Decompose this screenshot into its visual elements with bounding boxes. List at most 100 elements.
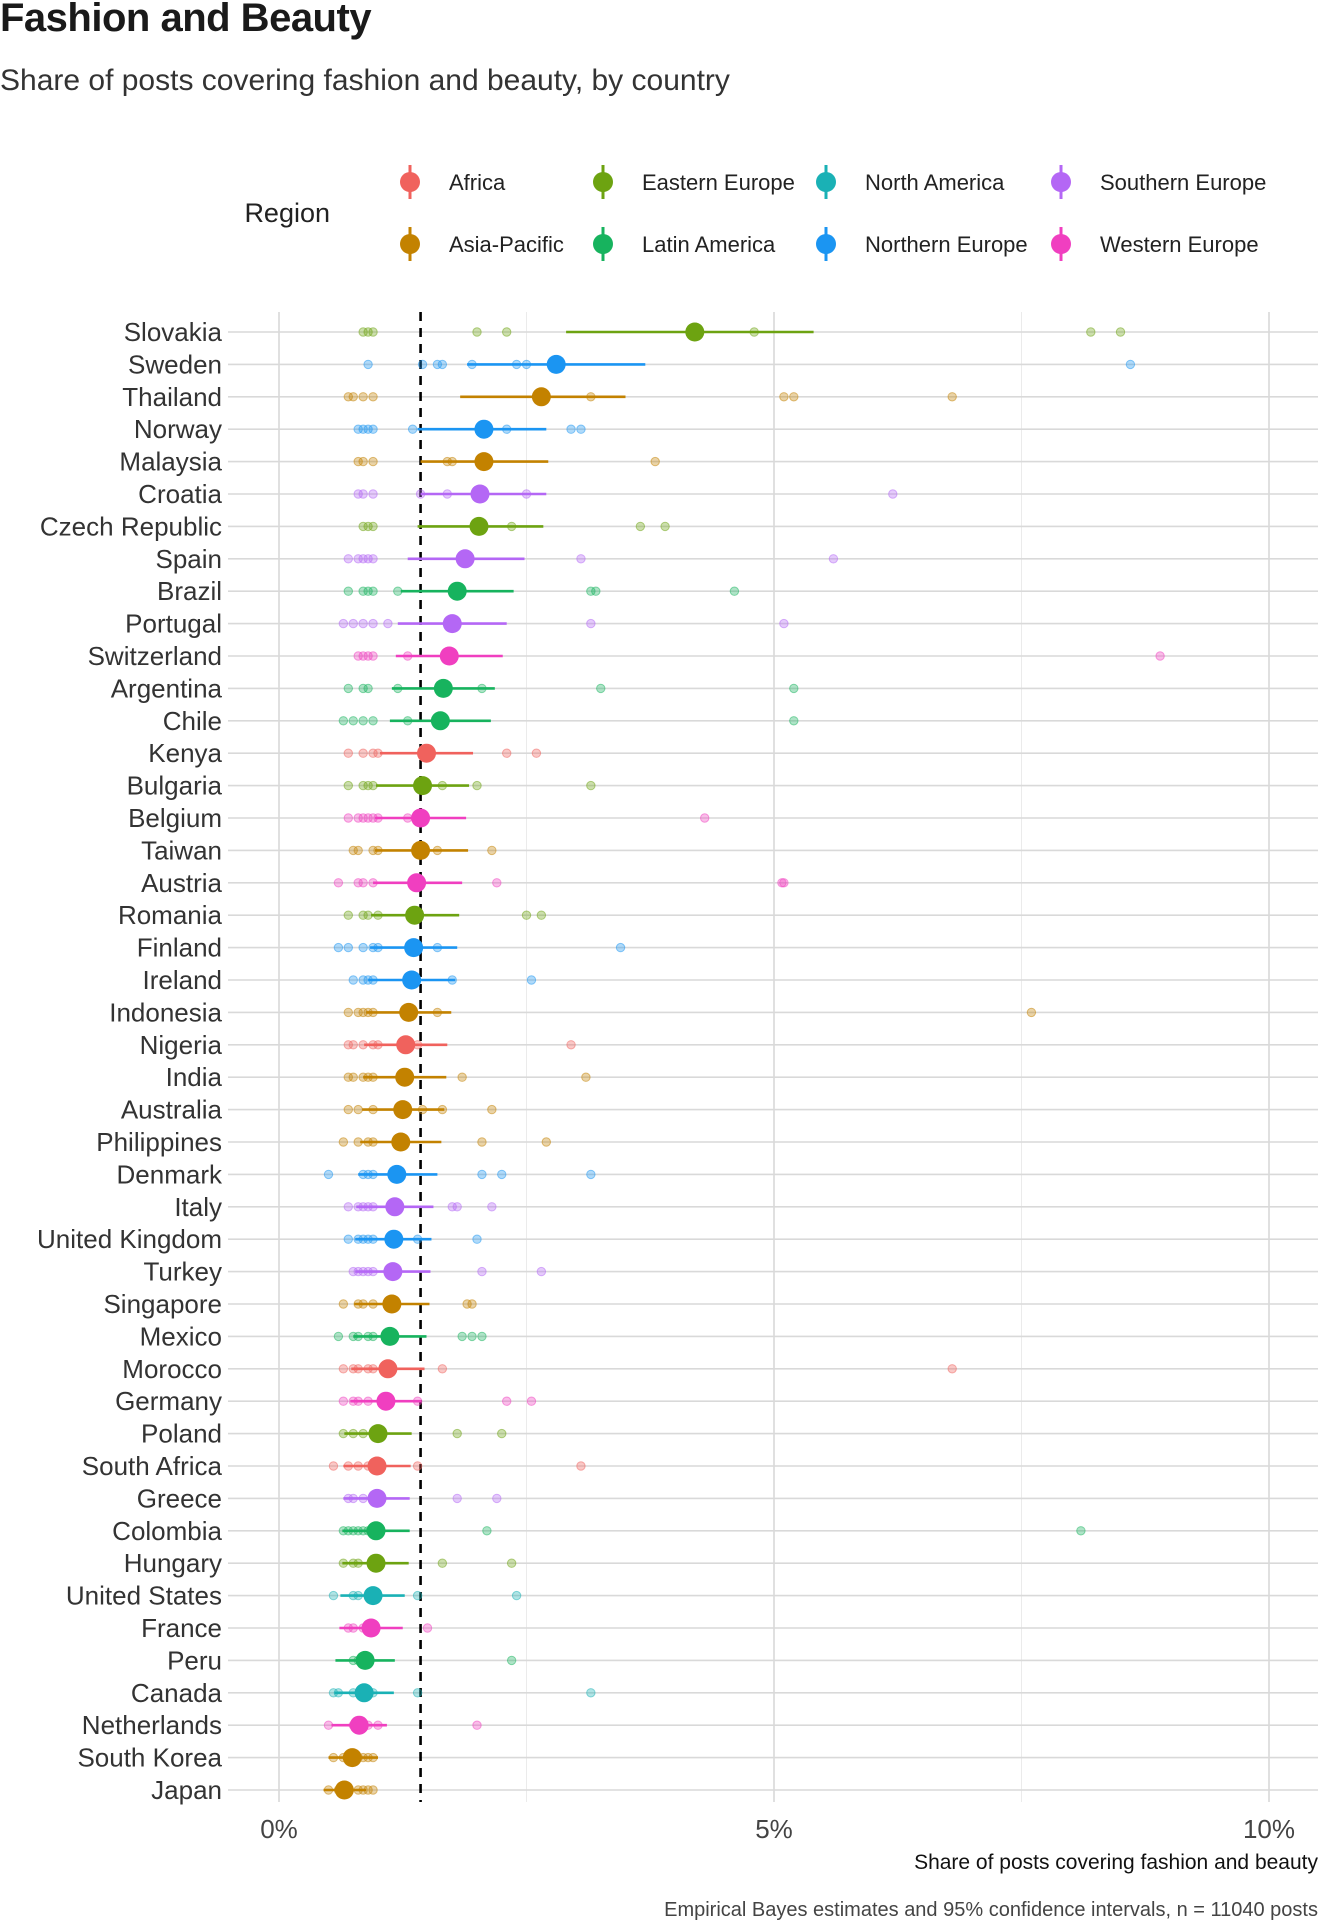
country-label: Mexico bbox=[140, 1321, 222, 1351]
raw-point bbox=[477, 1137, 487, 1147]
legend-item-eastern-europe: Eastern Europe bbox=[593, 165, 795, 199]
country-label: Malaysia bbox=[119, 447, 222, 477]
estimate-point bbox=[439, 646, 459, 666]
raw-point bbox=[502, 327, 512, 337]
raw-point bbox=[586, 1688, 596, 1698]
estimate-point bbox=[405, 905, 425, 925]
raw-point bbox=[437, 359, 448, 370]
raw-point bbox=[363, 651, 373, 661]
estimate-point bbox=[367, 1488, 387, 1508]
raw-point bbox=[383, 618, 393, 629]
raw-point bbox=[363, 424, 373, 434]
raw-point bbox=[368, 489, 378, 499]
raw-point bbox=[368, 618, 378, 629]
raw-point bbox=[452, 1428, 462, 1439]
raw-point bbox=[358, 392, 368, 402]
country-label: Brazil bbox=[157, 576, 222, 606]
country-label: Denmark bbox=[117, 1159, 223, 1189]
raw-point bbox=[343, 1104, 353, 1115]
estimate-point bbox=[366, 1553, 386, 1573]
estimate-point bbox=[396, 1035, 416, 1055]
raw-point bbox=[358, 424, 368, 434]
raw-point bbox=[497, 1428, 507, 1439]
raw-point bbox=[363, 683, 373, 694]
raw-point bbox=[368, 651, 378, 661]
country-label: Portugal bbox=[125, 609, 222, 639]
raw-point bbox=[338, 1364, 349, 1374]
legend-swatch-dot bbox=[593, 172, 613, 192]
raw-point bbox=[779, 878, 789, 888]
raw-point bbox=[353, 554, 363, 564]
raw-point bbox=[506, 1558, 517, 1568]
legend-label: Western Europe bbox=[1100, 232, 1259, 257]
raw-point bbox=[323, 1720, 334, 1730]
estimate-point bbox=[391, 1132, 411, 1152]
legend-label: Southern Europe bbox=[1100, 170, 1266, 195]
raw-point bbox=[412, 1461, 423, 1471]
raw-point bbox=[487, 1202, 497, 1212]
country-label: Belgium bbox=[128, 803, 222, 833]
raw-point bbox=[1155, 651, 1165, 661]
legend-item-western-europe: Western Europe bbox=[1051, 227, 1259, 261]
country-label: Taiwan bbox=[141, 835, 222, 865]
country-label: Germany bbox=[115, 1386, 222, 1416]
estimate-point bbox=[395, 1067, 415, 1087]
raw-point bbox=[363, 586, 373, 596]
raw-point bbox=[358, 586, 368, 596]
raw-point bbox=[477, 1266, 487, 1277]
legend-title: Region bbox=[244, 198, 330, 228]
raw-point bbox=[328, 1461, 339, 1471]
raw-point bbox=[393, 586, 403, 596]
raw-point bbox=[947, 1364, 957, 1374]
estimate-point bbox=[361, 1618, 381, 1638]
raw-point bbox=[472, 1234, 482, 1244]
raw-point bbox=[586, 780, 596, 791]
legend-item-latin-america: Latin America bbox=[593, 227, 776, 261]
raw-point bbox=[343, 1007, 353, 1018]
country-label: Colombia bbox=[112, 1516, 222, 1546]
raw-point bbox=[353, 456, 363, 467]
estimate-point bbox=[393, 1100, 413, 1120]
raw-point bbox=[343, 1040, 353, 1050]
raw-point bbox=[487, 1104, 497, 1115]
country-label: Netherlands bbox=[82, 1710, 222, 1740]
country-label: India bbox=[166, 1062, 223, 1092]
country-label: Spain bbox=[156, 544, 223, 574]
chart-caption: Empirical Bayes estimates and 95% confid… bbox=[664, 1899, 1318, 1920]
estimate-point bbox=[474, 419, 494, 439]
ci-layer bbox=[323, 322, 814, 1800]
estimate-point bbox=[385, 1197, 405, 1217]
raw-point bbox=[412, 1688, 423, 1698]
raw-point bbox=[358, 878, 368, 888]
raw-point bbox=[492, 878, 502, 888]
raw-point bbox=[586, 1169, 596, 1180]
estimate-point bbox=[363, 1586, 383, 1606]
country-label: Finland bbox=[137, 933, 222, 963]
raw-point bbox=[521, 910, 532, 920]
estimate-point bbox=[366, 1521, 386, 1541]
raw-point bbox=[729, 586, 740, 596]
country-label: South Africa bbox=[82, 1451, 223, 1481]
raw-point bbox=[566, 424, 576, 434]
raw-point bbox=[828, 554, 839, 564]
raw-point bbox=[333, 942, 344, 953]
country-label: Hungary bbox=[124, 1548, 222, 1578]
x-axis: Share of posts covering fashion and beau… bbox=[260, 1814, 1318, 1920]
country-label: Austria bbox=[141, 868, 222, 898]
raw-point bbox=[789, 392, 799, 402]
raw-point bbox=[343, 1234, 353, 1244]
raw-point bbox=[472, 780, 482, 791]
country-label: Romania bbox=[118, 900, 223, 930]
estimate-point bbox=[355, 1650, 375, 1670]
estimate-point bbox=[411, 808, 431, 828]
raw-point bbox=[447, 1202, 457, 1212]
raw-point bbox=[338, 1299, 349, 1309]
legend-item-africa: Africa bbox=[400, 165, 506, 199]
legend: Region Africa Eastern Europe North America… bbox=[244, 165, 1266, 261]
raw-point bbox=[576, 424, 586, 434]
raw-point bbox=[353, 1007, 363, 1018]
raw-point bbox=[353, 845, 363, 856]
raw-point bbox=[536, 1266, 547, 1277]
raw-point bbox=[348, 716, 358, 726]
country-label: Japan bbox=[151, 1775, 222, 1805]
